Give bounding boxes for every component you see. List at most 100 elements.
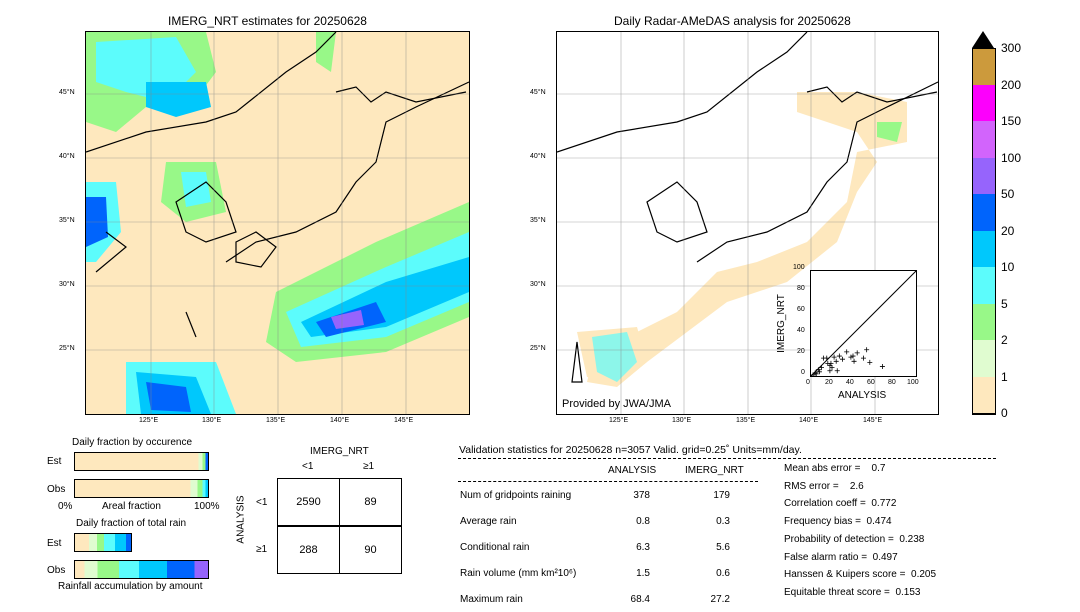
stat-row-label: Rain volume (mm km²10⁶) [460,568,577,579]
scatter-point [834,368,840,374]
colorbar-label: 1 [1001,369,1008,384]
colorbar-segment [972,48,996,86]
scatter-ytick: 20 [797,348,805,355]
occurrence-title: Daily fraction by occurence [72,437,193,448]
lon-tick: 130°E [202,417,222,424]
scatter-point [861,355,866,361]
axis-100pct: 100% [194,501,220,512]
colorbar-label: 300 [1001,41,1022,55]
obs-occurrence-bar [74,479,209,498]
scatter-point [827,368,833,374]
scatter-ytick: 100 [793,264,805,271]
scatter-point [833,358,839,364]
scatter-ytick: 80 [797,285,805,292]
row-ge1: ≥1 [256,544,268,555]
right-map-title: Daily Radar-AMeDAS analysis for 20250628 [614,14,851,28]
score-line: Equitable threat score = 0.153 [784,586,921,598]
lat-tick: 40°N [59,153,75,160]
lat-tick: 40°N [530,153,546,160]
lat-tick: 45°N [530,89,546,96]
stat-imerg-value: 0.3 [716,516,730,527]
stat-imerg-value: 27.2 [710,594,730,605]
lon-tick: 145°E [394,417,414,424]
scatter-point [827,363,833,368]
stat-analysis-value: 68.4 [630,594,650,605]
colorbar-label: 200 [1001,77,1022,92]
stat-row-label: Conditional rain [460,542,530,553]
scatter-point [829,365,835,371]
score-line: Mean abs error = 0.7 [784,463,886,474]
scatter-xtick: 40 [846,379,854,386]
left-map-title: IMERG_NRT estimates for 20250628 [168,14,367,28]
cell-false-alarm: 89 [339,478,402,526]
scatter-plot [810,270,917,377]
lon-tick: 145°E [863,417,883,424]
axis-0pct: 0% [58,501,73,512]
scatter-point [831,354,837,360]
obs-label: Obs [47,565,66,576]
stat-imerg-value: 179 [713,490,730,501]
scatter-xtick: 0 [806,379,810,386]
contingency-row-title: ANALYSIS [235,495,247,544]
scatter-point [815,367,821,373]
lat-tick: 25°N [530,345,546,352]
score-line: False alarm ratio = 0.497 [784,551,898,563]
lon-tick: 130°E [672,417,692,424]
obs-rain-bar [74,560,209,579]
coastline [557,32,938,383]
scatter-point [812,370,818,376]
contingency-col-title: IMERG_NRT [310,446,369,457]
scatter-point [848,354,854,360]
stat-row-label: Average rain [460,516,517,527]
total-rain-title: Daily fraction of total rain [76,518,187,529]
colorbar-extend-arrow [972,31,994,48]
obs-label: Obs [47,484,66,495]
areal-fraction-label: Areal fraction [102,501,161,512]
scatter-point [824,355,830,361]
lon-tick: 140°E [330,417,350,424]
col-ge1: ≥1 [363,461,375,472]
scatter-point [816,369,822,375]
scatter-point [879,364,885,370]
colorbar-segment [972,376,996,414]
stats-col-imerg: IMERG_NRT [685,465,744,476]
row-lt1: <1 [256,497,268,508]
scatter-point [850,353,856,359]
est-label: Est [47,538,62,549]
lon-tick: 140°E [799,417,819,424]
score-line: Frequency bias = 0.474 [784,516,892,528]
cell-hit: 90 [339,526,402,574]
lat-tick: 30°N [530,281,546,288]
scatter-point [867,359,873,365]
scatter-point [813,371,819,376]
stat-imerg-value: 0.6 [716,568,730,579]
lat-tick: 35°N [530,217,546,224]
score-line: Probability of detection = 0.238 [784,533,925,545]
lon-tick: 135°E [266,417,286,424]
scatter-xtick: 60 [867,379,875,386]
est-occurrence-bar [74,452,209,471]
scatter-xtick: 80 [888,379,896,386]
scatter-point [844,349,850,355]
scatter-xlabel: ANALYSIS [838,390,887,401]
stat-analysis-value: 0.8 [636,516,650,527]
est-label: Est [47,456,62,467]
stat-row-label: Maximum rain [460,594,523,605]
stats-header: Validation statistics for 20250628 n=305… [459,444,802,456]
lon-tick: 125°E [609,417,629,424]
colorbar-label: 100 [1001,150,1022,165]
score-line: Correlation coeff = 0.772 [784,498,897,510]
stats-col-analysis: ANALYSIS [608,465,657,476]
scatter-xtick: 100 [907,379,919,386]
colorbar-label: 50 [1001,187,1015,201]
scatter-point [836,353,842,359]
scatter-ylabel: IMERG_NRT [775,294,787,353]
colorbar-label: 10 [1001,260,1015,274]
colorbar-label: 0 [1001,406,1008,420]
imerg-map [85,31,470,415]
colorbar-frame [972,48,996,415]
colorbar-label: 5 [1001,296,1008,311]
scatter-ytick: 60 [797,306,805,313]
est-rain-bar [74,533,132,552]
scatter-point [811,372,816,376]
